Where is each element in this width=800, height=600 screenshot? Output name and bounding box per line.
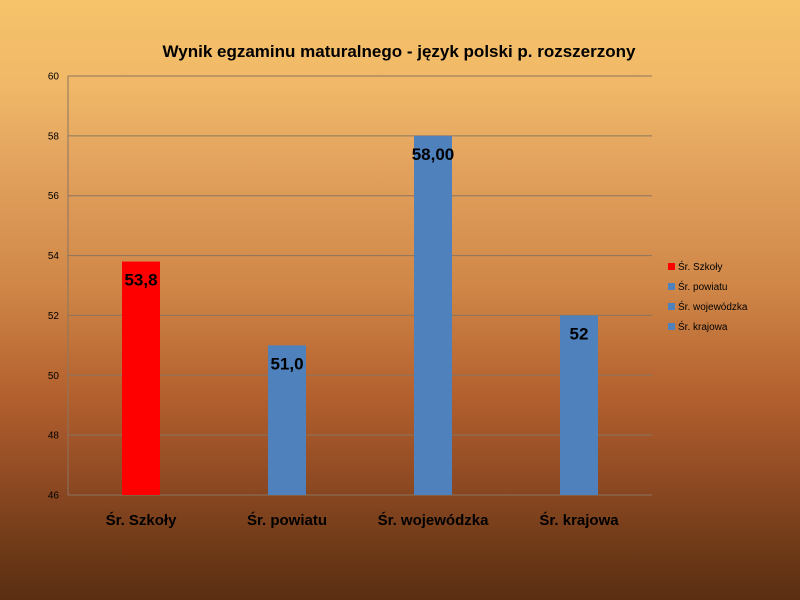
data-label: 52 (570, 324, 589, 343)
y-axis-tick-labels: 46 48 50 52 54 56 58 60 (48, 72, 60, 502)
y-tick-label: 50 (48, 371, 60, 382)
bar (414, 135, 452, 495)
y-tick-label: 46 (48, 491, 60, 502)
legend-swatch (668, 283, 675, 290)
bar (560, 315, 598, 495)
legend-label: Śr. powiatu (678, 280, 727, 293)
legend-swatch (668, 263, 675, 270)
legend: Śr. Szkoły Śr. powiatu Śr. wojewódzka Śr. k… (668, 260, 748, 333)
bars (122, 135, 598, 495)
data-label: 51,0 (270, 354, 303, 373)
legend-label: Śr. wojewódzka (678, 300, 748, 313)
x-tick-label: Śr. powiatu (247, 511, 327, 529)
bar (122, 261, 160, 495)
chart-title: Wynik egzaminu maturalnego - język polsk… (163, 42, 637, 61)
y-tick-label: 58 (48, 131, 60, 142)
y-tick-label: 60 (48, 72, 60, 83)
legend-label: Śr. Szkoły (678, 260, 722, 273)
y-tick-label: 54 (48, 251, 60, 262)
axes (67, 76, 652, 496)
data-label: 53,8 (124, 271, 157, 290)
x-axis-tick-labels: Śr. Szkoły Śr. powiatu Śr. wojewódzka Śr. k… (106, 511, 620, 529)
x-tick-label: Śr. Szkoły (106, 511, 178, 529)
legend-swatch (668, 303, 675, 310)
data-labels: 53,8 51,0 58,00 52 (124, 145, 588, 374)
data-label: 58,00 (412, 145, 455, 164)
gridlines (68, 75, 652, 496)
bar (268, 345, 306, 495)
y-tick-label: 56 (48, 191, 60, 202)
x-tick-label: Śr. krajowa (539, 511, 619, 529)
y-tick-label: 52 (48, 311, 60, 322)
x-tick-label: Śr. wojewódzka (378, 511, 490, 529)
legend-label: Śr. krajowa (678, 320, 728, 333)
y-tick-label: 48 (48, 431, 60, 442)
legend-swatch (668, 323, 675, 330)
